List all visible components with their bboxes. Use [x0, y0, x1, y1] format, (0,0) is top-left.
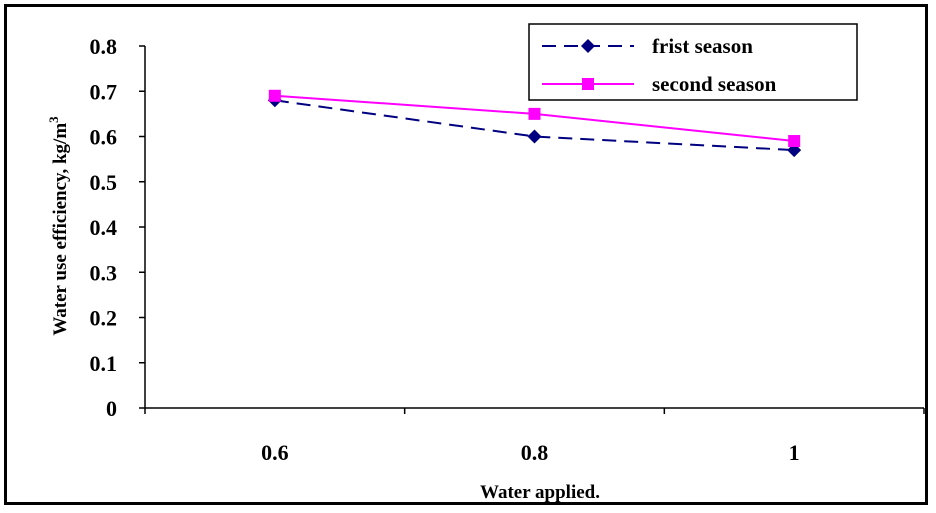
y-tick-label: 0.1	[90, 351, 118, 376]
x-tick-label: 0.8	[521, 440, 549, 465]
legend-label: frist season	[652, 34, 753, 58]
legend-entry: second season	[542, 72, 777, 96]
y-tick-label: 0.5	[90, 170, 118, 195]
y-axis-title: Water use efficiency, kg/m3	[46, 116, 71, 336]
x-tick-label: 1	[789, 440, 800, 465]
legend-entry: frist season	[542, 34, 753, 58]
series-2	[268, 89, 801, 148]
y-tick-label: 0.7	[90, 79, 118, 104]
legend-marker	[581, 39, 595, 53]
y-axis-ticks: 0 0.1 0.2 0.3 0.4 0.5 0.6 0.7 0.8	[90, 34, 145, 421]
x-tick-label: 0.6	[261, 440, 289, 465]
y-tick-label: 0.6	[90, 125, 118, 150]
y-tick-label: 0	[106, 396, 117, 421]
series-group	[267, 89, 802, 158]
legend-marker	[582, 78, 594, 90]
y-tick-label: 0.8	[90, 34, 118, 59]
data-point	[527, 129, 542, 144]
y-axis-title-text: Water use efficiency, kg/m	[50, 123, 71, 336]
data-point	[788, 135, 801, 148]
data-point	[528, 107, 541, 120]
y-tick-label: 0.2	[90, 306, 118, 331]
legend: frist season second season	[528, 23, 858, 101]
series-1	[267, 93, 802, 158]
legend-label: second season	[652, 72, 777, 96]
x-axis-ticks: 0.6 0.8 1	[144, 408, 925, 465]
y-axis-title-superscript: 3	[46, 116, 61, 123]
x-axis-title: Water applied.	[480, 482, 600, 503]
data-point	[268, 89, 281, 102]
y-tick-label: 0.4	[90, 215, 118, 240]
y-tick-label: 0.3	[90, 260, 118, 285]
